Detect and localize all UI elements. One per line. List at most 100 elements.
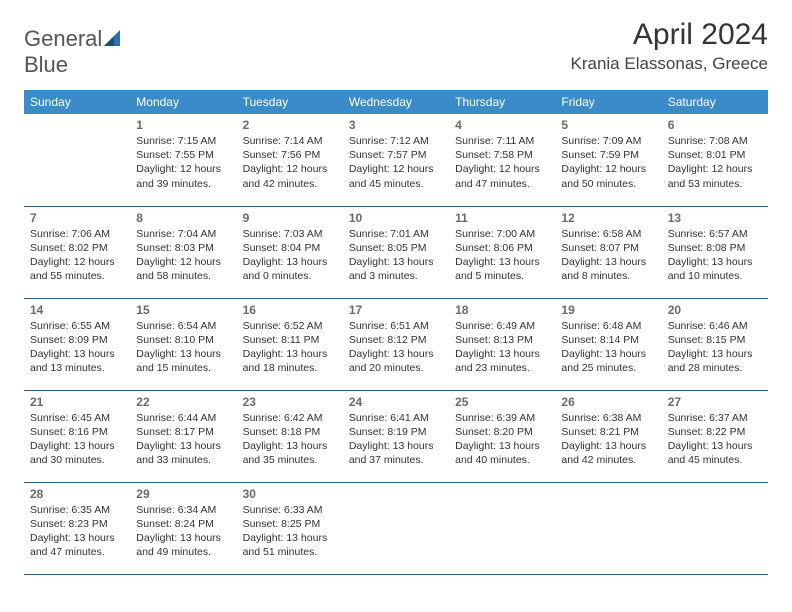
day-info: Sunrise: 7:08 AMSunset: 8:01 PMDaylight:… [668,134,762,191]
day-info: Sunrise: 7:11 AMSunset: 7:58 PMDaylight:… [455,134,549,191]
day-info: Sunrise: 7:09 AMSunset: 7:59 PMDaylight:… [561,134,655,191]
weekday-header: Wednesday [343,90,449,114]
day-info-line: and 8 minutes. [561,269,655,283]
day-info-line: Sunrise: 6:42 AM [243,411,337,425]
day-info-line: Daylight: 13 hours [243,531,337,545]
day-info-line: Sunset: 8:14 PM [561,333,655,347]
day-info: Sunrise: 7:04 AMSunset: 8:03 PMDaylight:… [136,227,230,284]
day-info-line: Daylight: 13 hours [243,347,337,361]
day-info-line: Sunrise: 6:39 AM [455,411,549,425]
day-info-line: Sunset: 8:25 PM [243,517,337,531]
day-info-line: Sunrise: 7:14 AM [243,134,337,148]
day-info-line: Sunset: 8:22 PM [668,425,762,439]
calendar-day-cell: 10Sunrise: 7:01 AMSunset: 8:05 PMDayligh… [343,206,449,298]
day-info: Sunrise: 6:41 AMSunset: 8:19 PMDaylight:… [349,411,443,468]
day-info-line: Sunset: 7:59 PM [561,148,655,162]
day-info-line: and 33 minutes. [136,453,230,467]
weekday-header: Saturday [662,90,768,114]
weekday-header: Tuesday [237,90,343,114]
calendar-day-cell: 14Sunrise: 6:55 AMSunset: 8:09 PMDayligh… [24,298,130,390]
day-info-line: Sunrise: 6:52 AM [243,319,337,333]
day-info: Sunrise: 6:42 AMSunset: 8:18 PMDaylight:… [243,411,337,468]
weekday-header: Thursday [449,90,555,114]
calendar-day-cell: 18Sunrise: 6:49 AMSunset: 8:13 PMDayligh… [449,298,555,390]
day-info-line: and 30 minutes. [30,453,124,467]
day-info-line: Daylight: 13 hours [349,439,443,453]
weekday-header: Monday [130,90,236,114]
calendar-day-cell: 7Sunrise: 7:06 AMSunset: 8:02 PMDaylight… [24,206,130,298]
day-number: 16 [243,303,337,317]
day-info-line: Sunrise: 6:58 AM [561,227,655,241]
calendar-day-cell: 3Sunrise: 7:12 AMSunset: 7:57 PMDaylight… [343,114,449,206]
day-info-line: Sunrise: 7:15 AM [136,134,230,148]
day-info-line: and 35 minutes. [243,453,337,467]
day-number: 18 [455,303,549,317]
calendar-day-cell: 12Sunrise: 6:58 AMSunset: 8:07 PMDayligh… [555,206,661,298]
calendar-day-cell: 26Sunrise: 6:38 AMSunset: 8:21 PMDayligh… [555,390,661,482]
calendar-day-cell: 27Sunrise: 6:37 AMSunset: 8:22 PMDayligh… [662,390,768,482]
calendar-table: Sunday Monday Tuesday Wednesday Thursday… [24,90,768,575]
day-number: 27 [668,395,762,409]
day-info-line: Daylight: 12 hours [349,162,443,176]
day-info-line: Sunset: 8:20 PM [455,425,549,439]
day-info-line: and 3 minutes. [349,269,443,283]
calendar-day-cell: 22Sunrise: 6:44 AMSunset: 8:17 PMDayligh… [130,390,236,482]
day-number: 28 [30,487,124,501]
day-info: Sunrise: 6:46 AMSunset: 8:15 PMDaylight:… [668,319,762,376]
day-info-line: and 47 minutes. [455,177,549,191]
day-info: Sunrise: 7:06 AMSunset: 8:02 PMDaylight:… [30,227,124,284]
day-info-line: Sunset: 8:17 PM [136,425,230,439]
day-info: Sunrise: 6:55 AMSunset: 8:09 PMDaylight:… [30,319,124,376]
day-info-line: Daylight: 13 hours [30,439,124,453]
day-info-line: Daylight: 13 hours [561,347,655,361]
location: Krania Elassonas, Greece [571,54,769,74]
day-info-line: Sunrise: 6:49 AM [455,319,549,333]
calendar-week-row: 14Sunrise: 6:55 AMSunset: 8:09 PMDayligh… [24,298,768,390]
day-info-line: and 49 minutes. [136,545,230,559]
day-info-line: Daylight: 12 hours [30,255,124,269]
day-info: Sunrise: 7:01 AMSunset: 8:05 PMDaylight:… [349,227,443,284]
day-info: Sunrise: 6:34 AMSunset: 8:24 PMDaylight:… [136,503,230,560]
day-number: 25 [455,395,549,409]
day-info: Sunrise: 6:51 AMSunset: 8:12 PMDaylight:… [349,319,443,376]
weekday-header: Sunday [24,90,130,114]
day-info: Sunrise: 7:14 AMSunset: 7:56 PMDaylight:… [243,134,337,191]
day-number: 8 [136,211,230,225]
day-info-line: Sunrise: 7:08 AM [668,134,762,148]
day-info-line: Sunset: 8:04 PM [243,241,337,255]
calendar-day-cell: 28 Sunrise: 6:35 AMSunset: 8:23 PMDayligh… [24,482,130,574]
day-info-line: and 51 minutes. [243,545,337,559]
day-info-line: Sunrise: 6:44 AM [136,411,230,425]
day-info-line: and 39 minutes. [136,177,230,191]
day-info-line: Sunrise: 7:00 AM [455,227,549,241]
day-info-line: Sunset: 8:18 PM [243,425,337,439]
day-info-line: and 58 minutes. [136,269,230,283]
day-info-line: Daylight: 13 hours [136,439,230,453]
day-info-line: Daylight: 13 hours [561,439,655,453]
day-info-line: Sunset: 8:24 PM [136,517,230,531]
day-info: Sunrise: 6:33 AMSunset: 8:25 PMDaylight:… [243,503,337,560]
calendar-day-cell [449,482,555,574]
day-info-line: Daylight: 13 hours [30,347,124,361]
day-info: Sunrise: 6:57 AMSunset: 8:08 PMDaylight:… [668,227,762,284]
day-info-line: Sunrise: 6:57 AM [668,227,762,241]
day-info-line: Sunrise: 6:41 AM [349,411,443,425]
day-info-line: and 42 minutes. [561,453,655,467]
day-info-line: and 18 minutes. [243,361,337,375]
day-number: 23 [243,395,337,409]
day-info-line: Sunset: 8:13 PM [455,333,549,347]
day-info-line: Sunrise: 6:35 AM [30,503,124,517]
day-info: Sunrise: 7:12 AMSunset: 7:57 PMDaylight:… [349,134,443,191]
calendar-day-cell: 1Sunrise: 7:15 AMSunset: 7:55 PMDaylight… [130,114,236,206]
day-info-line: Sunset: 8:23 PM [30,517,124,531]
day-info-line: Sunrise: 7:06 AM [30,227,124,241]
day-info-line: and 20 minutes. [349,361,443,375]
day-number: 1 [136,118,230,132]
day-info: Sunrise: 6:35 AMSunset: 8:23 PMDaylight:… [30,503,124,560]
day-info-line: Sunset: 7:56 PM [243,148,337,162]
day-info-line: Sunset: 8:09 PM [30,333,124,347]
day-number: 26 [561,395,655,409]
day-info-line: Sunset: 7:58 PM [455,148,549,162]
day-info-line: Sunrise: 7:01 AM [349,227,443,241]
day-info-line: and 23 minutes. [455,361,549,375]
